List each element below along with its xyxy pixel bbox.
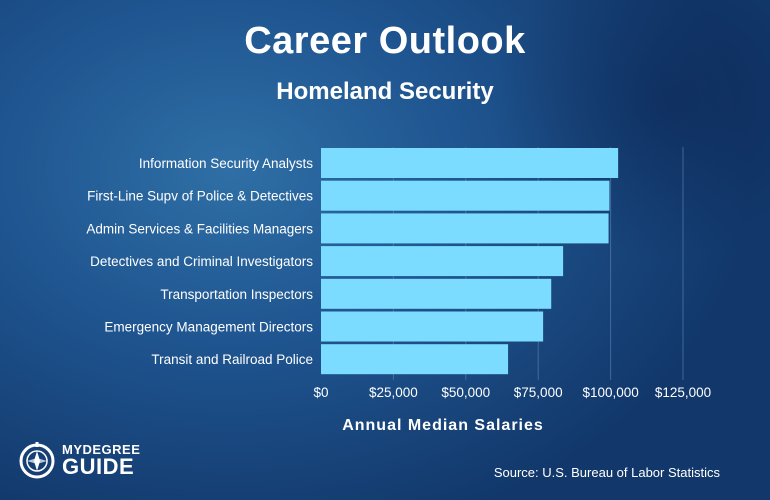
brand-name-top: MYDEGREE [62, 442, 141, 457]
category-label: Emergency Management Directors [104, 320, 313, 335]
page-title: Career Outlook [244, 20, 526, 62]
x-axis-label: Annual Median Salaries [342, 417, 544, 434]
compass-icon [19, 442, 55, 479]
bar [321, 180, 610, 211]
page-subtitle: Homeland Security [276, 78, 494, 105]
category-label: Detectives and Criminal Investigators [90, 254, 313, 269]
bar [321, 246, 564, 277]
x-tick-label: $0 [313, 385, 328, 400]
category-label: Admin Services & Facilities Managers [86, 221, 313, 236]
bar [321, 344, 509, 375]
bar [321, 278, 552, 309]
x-tick-label: $125,000 [655, 385, 711, 400]
category-label: Transit and Railroad Police [151, 352, 313, 367]
x-tick-label: $25,000 [369, 385, 418, 400]
x-tick-label: $75,000 [514, 385, 563, 400]
brand-logo: MYDEGREE GUIDE [18, 440, 158, 482]
category-label: Transportation Inspectors [160, 287, 313, 302]
x-tick-label: $50,000 [441, 385, 490, 400]
bar [321, 148, 619, 178]
source-note: Source: U.S. Bureau of Labor Statistics [493, 465, 720, 480]
category-label: Information Security Analysts [139, 156, 313, 171]
bar [321, 311, 544, 342]
category-label: First-Line Supv of Police & Detectives [87, 189, 313, 204]
bar [321, 213, 609, 244]
x-tick-label: $100,000 [582, 385, 638, 400]
brand-name-bottom: GUIDE [62, 454, 135, 479]
